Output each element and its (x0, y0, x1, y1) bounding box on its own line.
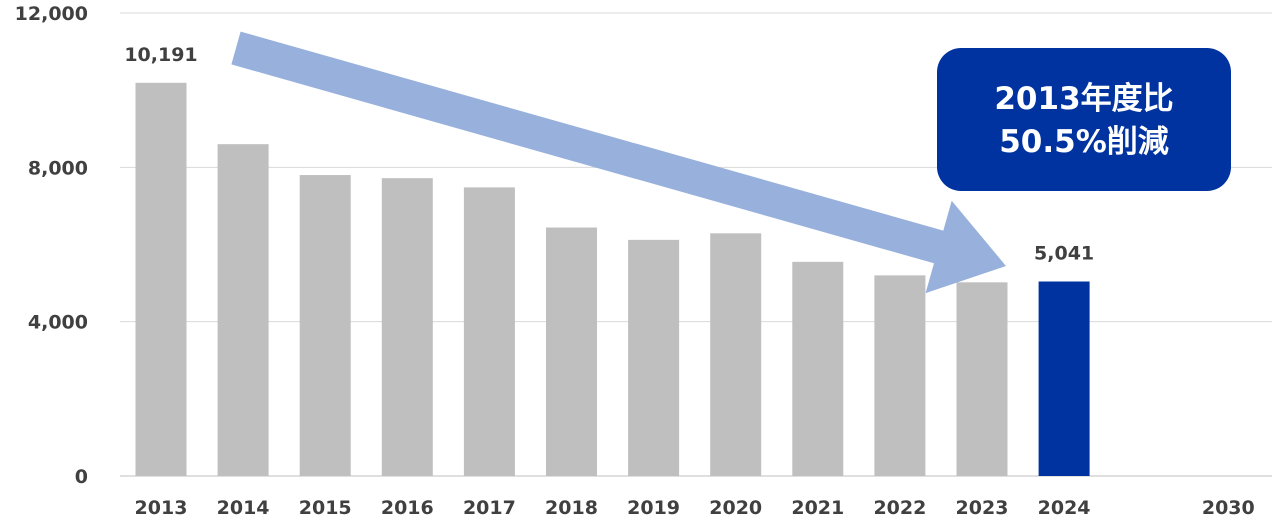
reduction-callout: 2013年度比 50.5%削減 (937, 48, 1231, 191)
data-labels: 10,191 5,041 (124, 44, 1094, 265)
x-tick-label: 2022 (873, 497, 926, 519)
bar-2022 (874, 275, 926, 476)
bar-2018 (546, 227, 597, 476)
bar-2020 (710, 233, 762, 476)
bar-2021 (792, 261, 844, 476)
callout-line-2: 50.5%削減 (999, 124, 1169, 160)
x-tick-label: 2020 (709, 497, 762, 519)
callout-box (937, 48, 1231, 191)
bar-2014 (217, 144, 269, 476)
bars (135, 82, 1090, 477)
bar-2019 (628, 239, 680, 476)
x-tick-label: 2017 (463, 497, 516, 519)
y-tick-label: 12,000 (15, 3, 88, 25)
x-tick-label: 2021 (791, 497, 844, 519)
bar-2017 (463, 187, 515, 476)
callout-line-1: 2013年度比 (994, 81, 1173, 117)
x-tick-label: 2014 (217, 497, 270, 519)
x-axis-ticks: 2013 2014 2015 2016 2017 2018 2019 2020 2021 2022… (135, 497, 1255, 519)
data-label-2024: 5,041 (1034, 243, 1094, 265)
x-tick-label: 2013 (135, 497, 188, 519)
y-tick-label: 4,000 (28, 312, 88, 334)
x-tick-label: 2016 (381, 497, 434, 519)
trend-arrow (231, 31, 1006, 294)
bar-2013 (135, 82, 187, 477)
x-tick-label: 2019 (627, 497, 680, 519)
bar-2023 (956, 282, 1008, 476)
trend-arrow-layer (231, 31, 1006, 294)
x-tick-label: 2024 (1038, 497, 1091, 519)
y-axis-ticks: 0 4,000 8,000 12,000 (15, 3, 88, 488)
x-tick-label: 2018 (545, 497, 598, 519)
bar-2024 (1038, 281, 1090, 476)
y-tick-label: 0 (75, 466, 88, 488)
bar-2015 (299, 175, 351, 477)
bar-2016 (381, 178, 433, 477)
y-tick-label: 8,000 (28, 157, 88, 179)
x-tick-label: 2030 (1202, 497, 1255, 519)
data-label-2013: 10,191 (124, 44, 197, 66)
x-tick-label: 2015 (299, 497, 352, 519)
x-tick-label: 2023 (956, 497, 1009, 519)
